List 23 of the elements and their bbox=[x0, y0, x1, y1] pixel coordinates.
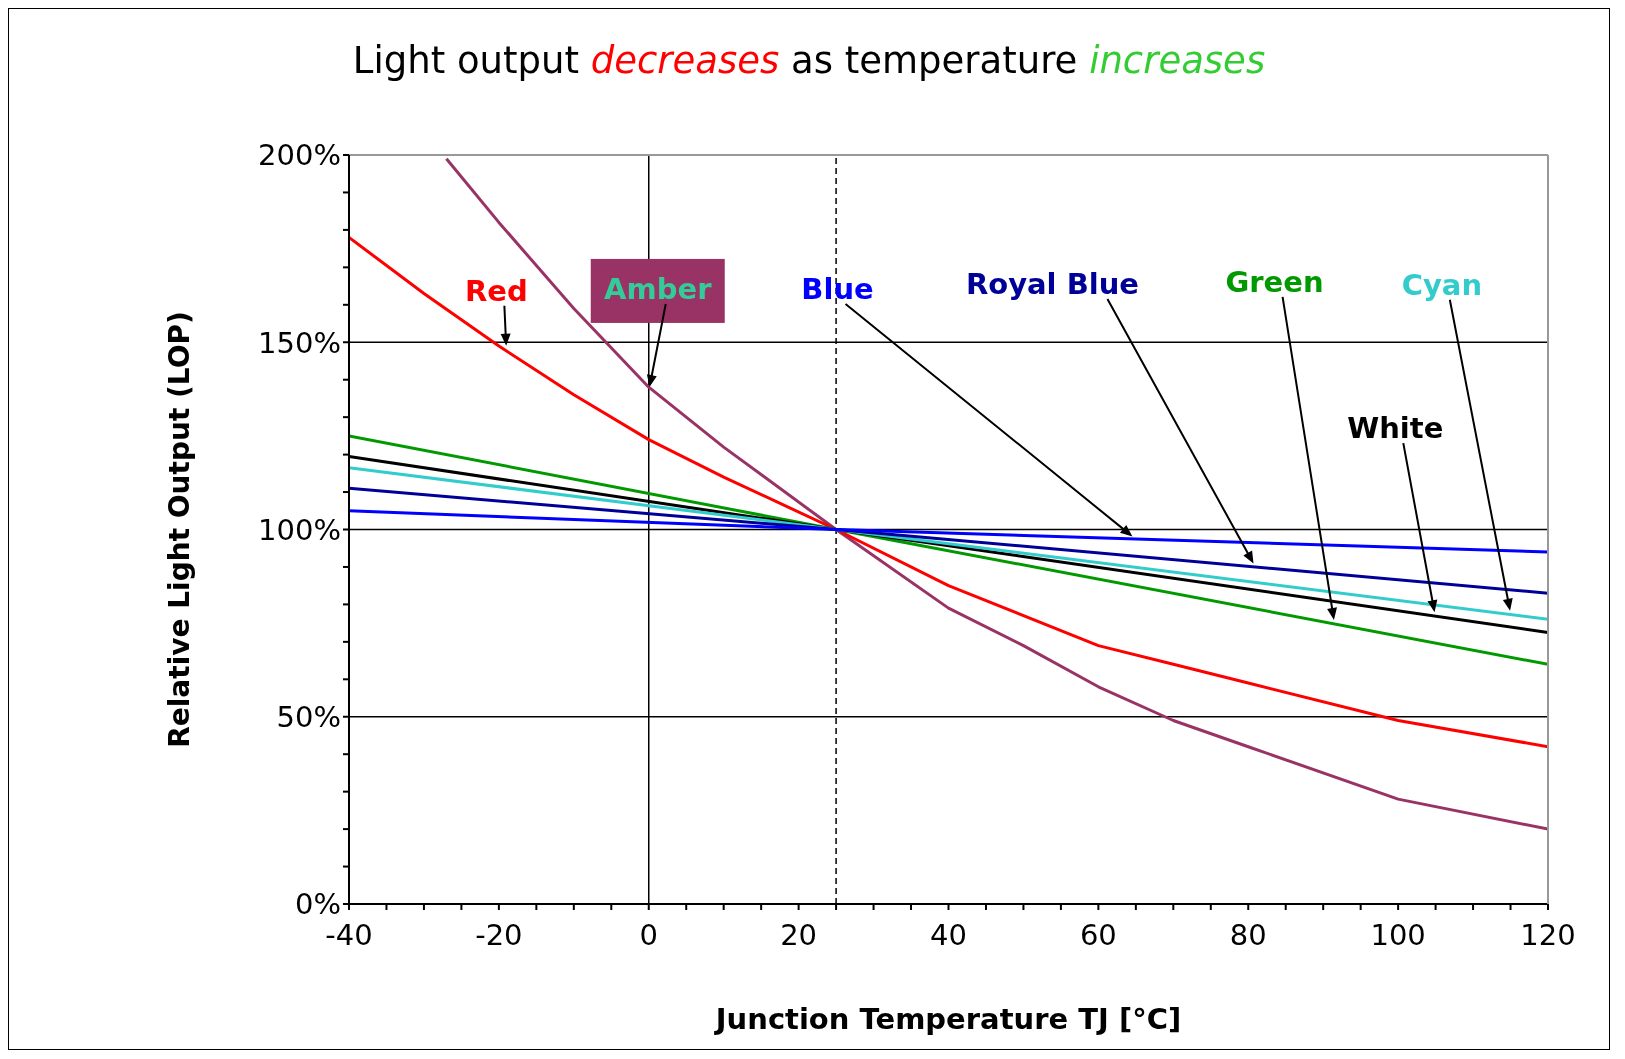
x-tick-label: 120 bbox=[1520, 917, 1576, 952]
x-tick-label: 20 bbox=[780, 917, 818, 952]
annotation: Red bbox=[464, 273, 528, 308]
x-tick-label: 60 bbox=[1079, 917, 1117, 952]
x-tick-label: 100 bbox=[1370, 917, 1426, 952]
annotation: Royal Blue bbox=[965, 267, 1140, 301]
annotation: Amber bbox=[604, 271, 713, 306]
annotation: Green bbox=[1225, 264, 1324, 299]
line-series bbox=[444, 157, 1548, 831]
y-tick-label: 50% bbox=[276, 700, 341, 735]
annotation: Blue bbox=[801, 271, 874, 306]
x-tick-label: 0 bbox=[639, 917, 658, 952]
y-axis-title: Relative Light Output (LOP) bbox=[162, 311, 196, 748]
x-tick-label: 40 bbox=[930, 917, 967, 952]
annotation: White bbox=[1347, 411, 1444, 446]
y-tick-label: 100% bbox=[258, 512, 341, 547]
y-tick-label: 200% bbox=[258, 138, 341, 173]
y-tick-label: 150% bbox=[258, 325, 341, 360]
x-tick-label: -20 bbox=[475, 917, 523, 952]
x-tick-label: 80 bbox=[1229, 917, 1267, 952]
x-axis-title: Junction Temperature TJ [°C] bbox=[713, 1002, 1182, 1036]
chart-title: Light output decreases as temperature increases bbox=[352, 39, 1266, 82]
annotation: Cyan bbox=[1401, 267, 1483, 302]
